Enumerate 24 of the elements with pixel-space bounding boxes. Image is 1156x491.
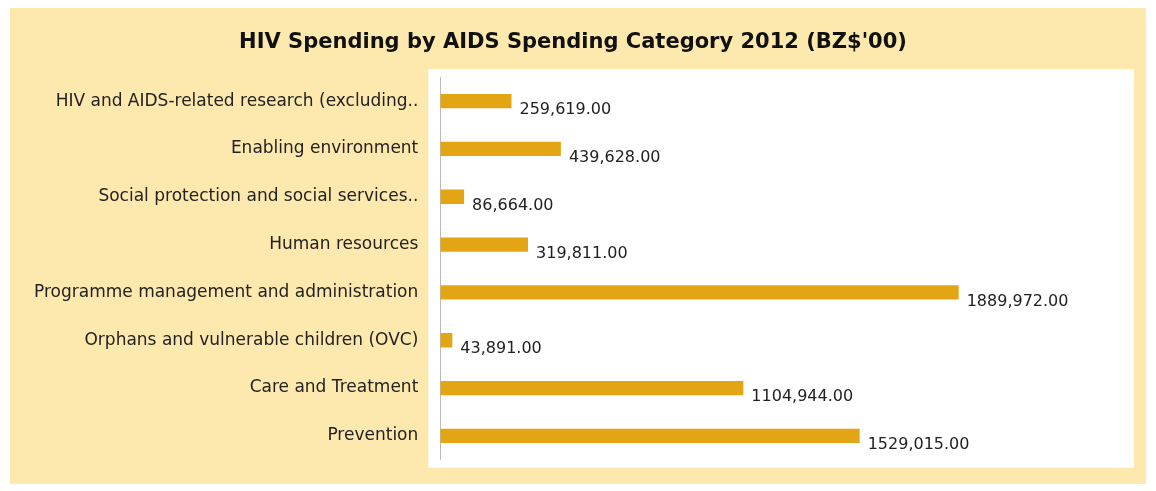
y-tick-label: Care and Treatment <box>249 376 419 397</box>
data-label: 86,664.00 <box>472 194 554 214</box>
bar <box>440 141 561 157</box>
data-label: 319,811.00 <box>536 242 628 262</box>
y-tick-label: Social protection and social services.. <box>98 185 419 206</box>
data-label: 1889,972.00 <box>966 290 1069 310</box>
bar <box>440 237 529 252</box>
bar <box>440 380 744 396</box>
data-label: 439,628.00 <box>568 147 661 167</box>
y-tick-label: HIV and AIDS-related research (excluding.. <box>55 89 419 110</box>
y-tick-label: Orphans and vulnerable children (OVC) <box>84 328 419 349</box>
data-label: 43,891.00 <box>460 338 542 358</box>
bar <box>440 189 465 204</box>
y-tick-label: Programme management and administration <box>33 280 419 301</box>
data-label: 1104,944.00 <box>751 386 854 406</box>
data-label: 259,619.00 <box>519 99 612 119</box>
y-tick-label: Human resources <box>269 233 419 254</box>
y-tick-label: Enabling environment <box>230 137 419 158</box>
bar <box>440 93 512 109</box>
bar <box>440 285 959 300</box>
chart-title: HIV Spending by AIDS Spending Category 2012 (BZ$'00) <box>239 29 907 54</box>
data-label: 1529,015.00 <box>867 434 970 454</box>
y-tick-label: Prevention <box>327 424 419 445</box>
bar <box>440 428 860 444</box>
